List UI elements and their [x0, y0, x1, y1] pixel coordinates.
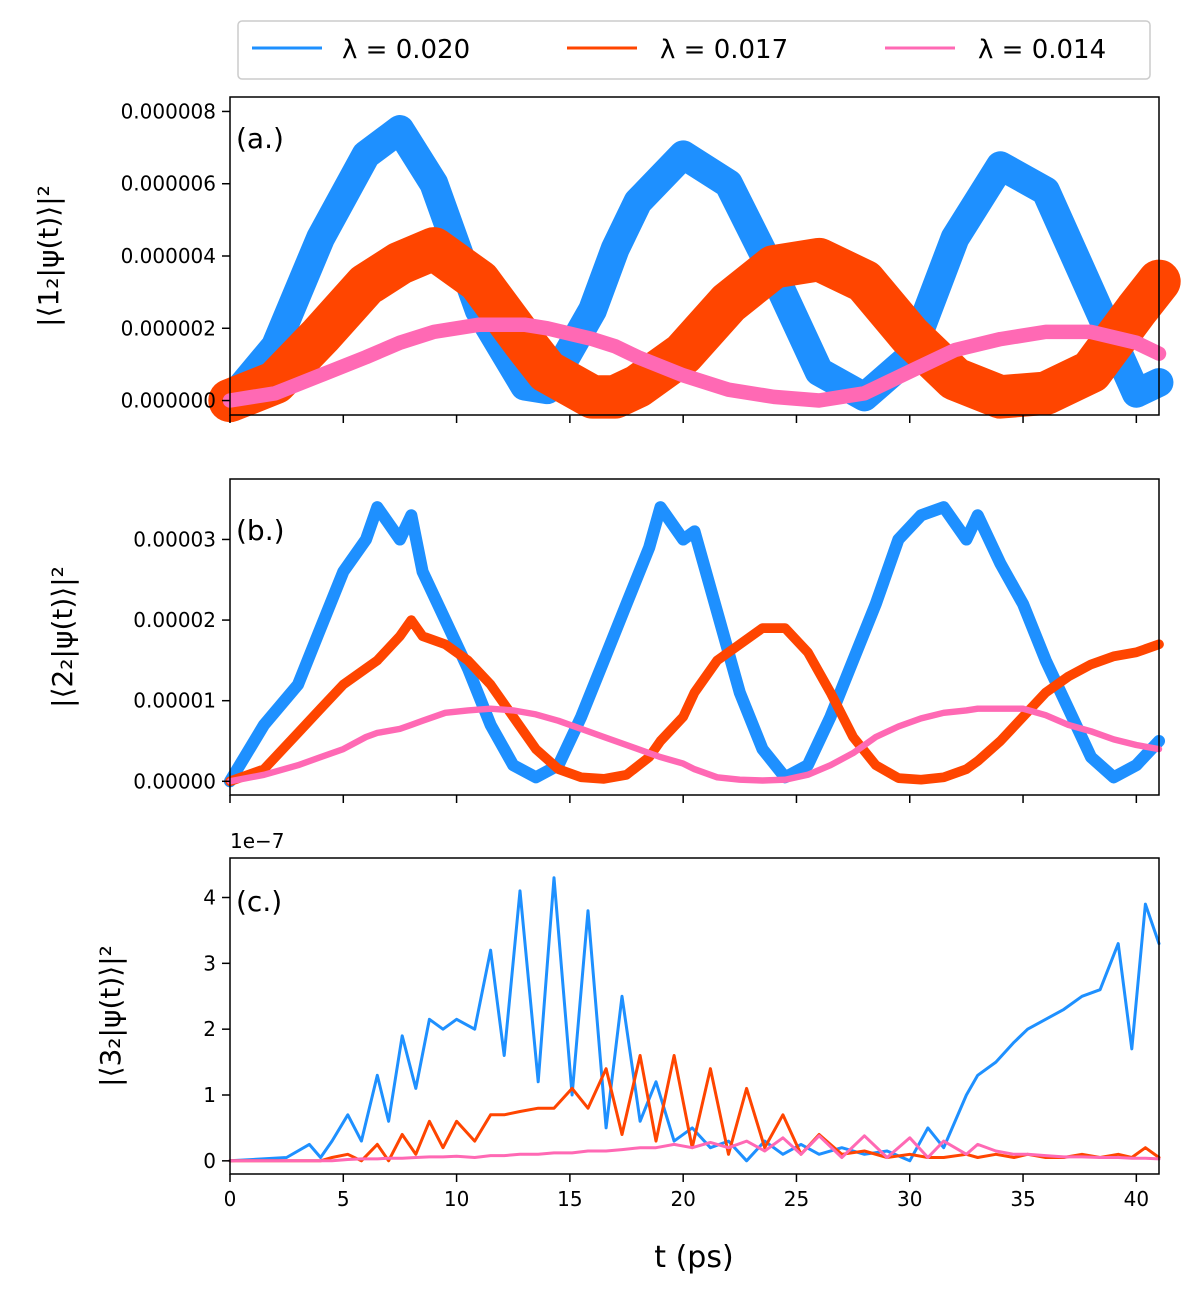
panel-2-xtick-label: 0: [224, 1187, 237, 1211]
panel-a-ylabel: |⟨1₂|ψ(t)⟩|²: [32, 185, 65, 327]
panel-b-tag: (b.): [236, 514, 285, 547]
panel-0-ytick-label: 0.000004: [121, 244, 216, 268]
panel-b-frame: [229, 478, 1160, 796]
panel-2-xtick-label: 15: [557, 1187, 582, 1211]
panel-c: (c.) 1e−7 |⟨3₂|ψ(t)⟩|² 0 1 2 3 4 0 5 10 15 20 25 3…: [94, 829, 1161, 1211]
panel-2-xtick-label: 35: [1010, 1187, 1035, 1211]
panel-2-ytick-label: 4: [203, 886, 216, 910]
panel-1-ytick-label: 0.00003: [133, 527, 216, 551]
x-axis-label: t (ps): [654, 1240, 733, 1275]
panel-2-series-0-line: [228, 876, 1161, 1163]
panel-2-series-2-line: [228, 1134, 1161, 1163]
panel-c-tag: (c.): [236, 885, 282, 918]
legend-label-2: λ = 0.014: [978, 35, 1106, 65]
panel-2-ytick-label: 0: [203, 1149, 216, 1173]
panel-2-series-1-line: [228, 1054, 1161, 1163]
panel-a: (a.) |⟨1₂|ψ(t)⟩|² 0.0000000.0000020.0000…: [32, 96, 1181, 423]
panel-b-xticks: [229, 795, 1138, 803]
panel-a-tag: (a.): [236, 122, 284, 155]
panel-0-series-2-line: [222, 317, 1167, 408]
panel-a-plot: [208, 115, 1181, 423]
panel-b-plot: [223, 501, 1166, 788]
panel-2-xtick-label: 25: [784, 1187, 809, 1211]
panel-b: (b.) |⟨2₂|ψ(t)⟩|² 0.000000.000010.000020…: [46, 478, 1166, 803]
panel-0-series-0-line: [215, 115, 1174, 415]
panel-1-series-1-line: [225, 615, 1164, 787]
panel-2-ytick-label: 2: [203, 1017, 216, 1041]
panel-2-ytick-label: 1: [203, 1083, 216, 1107]
panel-1-series-0-line: [223, 501, 1166, 788]
panel-2-xtick-label: 5: [337, 1187, 350, 1211]
legend-label-1: λ = 0.017: [660, 35, 788, 65]
panel-c-offset-text: 1e−7: [230, 829, 285, 853]
panel-b-ylabel: |⟨2₂|ψ(t)⟩|²: [46, 566, 79, 708]
legend-label-0: λ = 0.020: [342, 35, 470, 65]
panel-c-frame: [229, 857, 1160, 1175]
panel-a-xticks: [229, 415, 1138, 423]
panel-a-yticks: 0.000000 0.000002 0.000004 0.000006 0.000008: [121, 99, 230, 413]
panel-0-ytick-label: 0.000006: [121, 172, 216, 196]
panel-c-xticks: 0 5 10 15 20 25 30 35 40: [224, 1174, 1149, 1211]
panel-c-yticks: 0 1 2 3 4: [203, 886, 230, 1173]
panel-0-ytick-label: 0.000000: [121, 389, 216, 413]
panel-2-xtick-label: 30: [897, 1187, 922, 1211]
panel-2-ytick-label: 3: [203, 951, 216, 975]
panel-2-xtick-label: 20: [670, 1187, 695, 1211]
panel-1-ytick-label: 0.00001: [133, 689, 216, 713]
panel-b-yticks: 0.00000 0.00001 0.00002 0.00003: [133, 527, 230, 793]
panel-1-series-2-line: [226, 705, 1163, 785]
panel-1-ytick-label: 0.00000: [133, 769, 216, 793]
legend-frame: [237, 20, 1151, 80]
panel-c-plot: [228, 876, 1161, 1163]
panel-0-ytick-label: 0.000008: [121, 99, 216, 123]
panel-2-xtick-label: 40: [1124, 1187, 1149, 1211]
panel-0-ytick-label: 0.000002: [121, 316, 216, 340]
panel-2-xtick-label: 10: [444, 1187, 469, 1211]
legend: λ = 0.020 λ = 0.017 λ = 0.014: [237, 20, 1151, 80]
panel-c-ylabel: |⟨3₂|ψ(t)⟩|²: [94, 945, 127, 1087]
panel-1-ytick-label: 0.00002: [133, 608, 216, 632]
